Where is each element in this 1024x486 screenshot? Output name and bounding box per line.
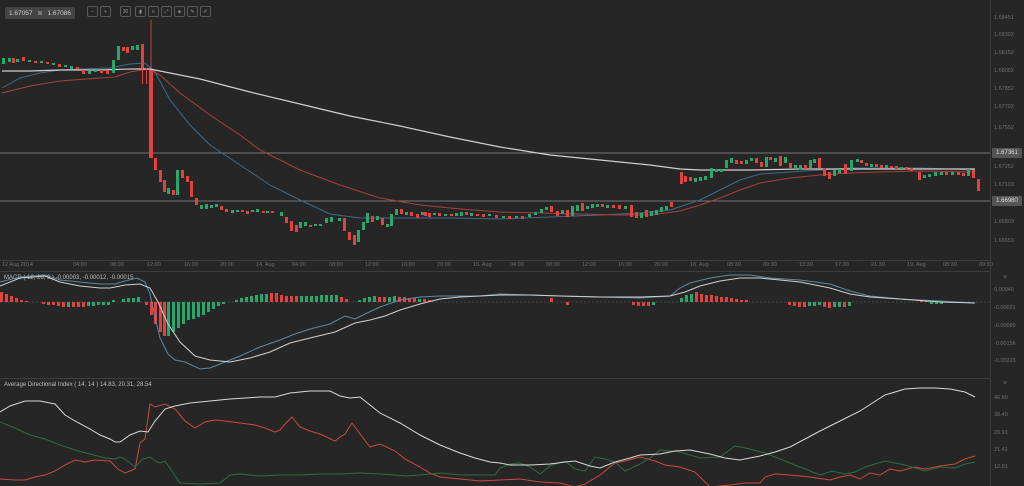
adx-tick: 38.40 [994,412,1008,418]
time-label: 04:00 [73,262,87,268]
adx-close-icon[interactable]: × [1003,380,1008,387]
adx-tick: 29.91 [994,430,1008,436]
bid-ask-box: 1.67057 1.67086 [5,7,75,19]
macd-chart[interactable] [0,272,990,378]
macd-tick: -0.00223 [994,358,1016,364]
divider [0,378,990,379]
macd-tick: -0.00021 [994,305,1016,311]
price-tick: 1.67852 [994,86,1014,92]
price-tag-upper: 1.67361 [992,148,1022,158]
price-chart[interactable] [0,0,990,260]
expand-button[interactable]: ⤢ [161,6,172,17]
divider [0,260,990,261]
price-tick: 1.67552 [994,125,1014,131]
macd-tick: 0.00046 [994,287,1014,293]
time-label: 16:00 [401,262,415,268]
time-label: 04:00 [292,262,306,268]
time-label: 09:30 [763,262,777,268]
zoom-out-icon: − [91,8,94,15]
time-label: 08:00 [329,262,343,268]
time-label: 04:00 [510,262,524,268]
indicators-icon: ≡ [152,8,155,15]
time-label: 17:30 [835,262,849,268]
ask-price: 1.67086 [47,9,72,17]
adx-tick: 46.80 [994,395,1008,401]
time-label: 16:00 [618,262,632,268]
macd-tick: -0.00156 [994,341,1016,347]
price-tick: 1.66653 [994,238,1014,244]
time-label: 12:00 [582,262,596,268]
price-axis[interactable]: 1.68451 1.68302 1.68152 1.68002 1.67852 … [990,0,1024,486]
adx-chart[interactable] [0,379,990,486]
adx-title: Average Directional Index ( 14, 14 ) 14.… [4,382,152,388]
objects-button[interactable]: ◈ [174,6,185,17]
macd-tick: -0.00089 [994,323,1016,329]
macd-title: MACD ( 12, 26, 9 ) -0.00003, -0.00012, -… [4,275,134,281]
zoom-in-button[interactable]: + [100,6,111,17]
pen-icon: ✐ [203,8,208,15]
time-label: 05:30 [727,262,741,268]
time-label: 12:00 [365,262,379,268]
chart-type-button[interactable]: ▮ [135,6,146,17]
zoom-in-icon: + [104,8,107,15]
time-label: 20:00 [654,262,668,268]
time-label: 20:00 [437,262,451,268]
time-label: 13:30 [799,262,813,268]
time-label: 15. Aug [473,262,492,268]
chart-toolbar: 1.67057 1.67086 − + 30 ▮ ≡ ⤢ ◈ ✎ ✐ [0,0,990,24]
time-label: 21:30 [871,262,885,268]
time-label: 05:30 [943,262,957,268]
time-label: 08:00 [110,262,124,268]
price-tick: 1.67702 [994,104,1014,110]
time-label: 12 Aug 2014 [2,262,33,268]
time-label: 16:00 [184,262,198,268]
objects-icon: ◈ [177,8,182,15]
time-axis[interactable]: 12 Aug 2014 04:00 08:00 12:00 16:00 20:0… [0,261,993,271]
zoom-out-button[interactable]: − [87,6,98,17]
price-tick: 1.67103 [994,182,1014,188]
price-tick: 1.66803 [994,219,1014,225]
indicators-button[interactable]: ≡ [148,6,159,17]
price-tick: 1.67252 [994,164,1014,170]
chart-type-icon: ▮ [139,8,142,15]
macd-histogram [0,292,943,336]
pen-button[interactable]: ✐ [200,6,211,17]
price-tick: 1.68302 [994,32,1014,38]
time-label: 18. Aug [690,262,709,268]
draw-button[interactable]: ✎ [187,6,198,17]
price-tick: 1.68002 [994,68,1014,74]
time-label: 12:00 [147,262,161,268]
price-tick: 1.68451 [994,15,1014,21]
time-label: 14. Aug [256,262,275,268]
price-tag-lower: 1.66980 [992,196,1022,206]
timeframe-button[interactable]: 30 [120,6,131,17]
time-label: 09:30 [979,262,993,268]
divider [0,271,990,272]
time-label: 20:00 [220,262,234,268]
candles [2,44,980,245]
price-tick: 1.68152 [994,50,1014,56]
macd-close-icon[interactable]: × [1003,274,1008,281]
expand-icon: ⤢ [164,8,169,15]
adx-tick: 21.41 [994,447,1008,453]
time-label: 19. Aug [907,262,926,268]
bid-price: 1.67057 [9,9,33,17]
timeframe-icon: 30 [122,8,129,15]
adx-tick: 12.91 [994,464,1008,470]
separator-icon [38,11,42,15]
draw-icon: ✎ [190,8,195,15]
time-label: 08:00 [546,262,560,268]
